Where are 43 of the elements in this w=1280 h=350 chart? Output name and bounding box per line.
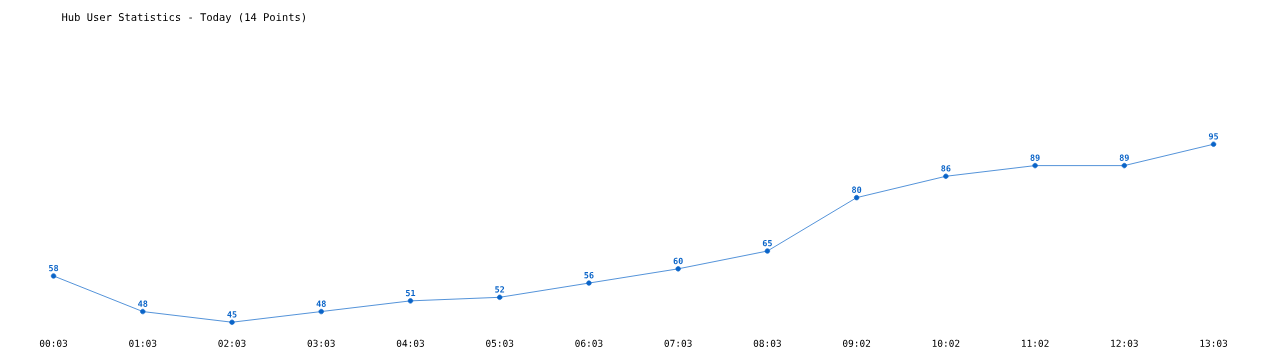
data-label: 89 bbox=[1119, 154, 1129, 161]
x-tick-label: 04:03 bbox=[396, 339, 424, 347]
x-tick-label: 03:03 bbox=[307, 339, 335, 347]
x-tick-label: 05:03 bbox=[486, 339, 514, 347]
data-label: 45 bbox=[227, 311, 237, 318]
point bbox=[140, 308, 146, 315]
point bbox=[407, 298, 414, 304]
x-tick-label: 09:02 bbox=[842, 339, 871, 347]
x-tick-label: 08:03 bbox=[753, 339, 781, 347]
point bbox=[1210, 141, 1217, 147]
point bbox=[1032, 162, 1038, 169]
data-label: 56 bbox=[584, 271, 594, 279]
point bbox=[943, 173, 949, 179]
point bbox=[1121, 162, 1127, 169]
data-label: 52 bbox=[495, 286, 505, 293]
data-label: 95 bbox=[1208, 133, 1219, 140]
data-label: 48 bbox=[316, 300, 326, 307]
point bbox=[229, 319, 235, 325]
x-tick-label: 11:02 bbox=[1021, 339, 1049, 347]
x-tick-label: 01:03 bbox=[129, 339, 157, 347]
point bbox=[853, 194, 860, 201]
x-tick-label: 07:03 bbox=[664, 339, 692, 347]
x-tick-label: 13:03 bbox=[1200, 339, 1228, 347]
chart-title: Hub User Statistics - Today (14 Points) bbox=[62, 12, 305, 24]
x-tick-label: 12:03 bbox=[1111, 339, 1138, 347]
point bbox=[318, 308, 324, 315]
x-tick-label: 02:03 bbox=[218, 339, 246, 347]
point bbox=[764, 248, 771, 254]
data-label: 60 bbox=[673, 257, 683, 265]
data-label: 65 bbox=[762, 239, 772, 247]
point bbox=[497, 294, 503, 300]
data-label: 51 bbox=[405, 289, 416, 297]
data-label: 86 bbox=[941, 165, 951, 172]
data-label: 89 bbox=[1030, 154, 1040, 161]
x-tick-label: 10:02 bbox=[932, 339, 960, 347]
data-label: 80 bbox=[852, 186, 862, 193]
point bbox=[586, 280, 592, 286]
x-tick-label: 06:03 bbox=[575, 339, 603, 347]
x-tick-label: 00:03 bbox=[39, 339, 68, 347]
data-label: 48 bbox=[138, 300, 148, 307]
point bbox=[50, 273, 57, 279]
data-label: 58 bbox=[49, 264, 59, 272]
point bbox=[675, 266, 681, 272]
